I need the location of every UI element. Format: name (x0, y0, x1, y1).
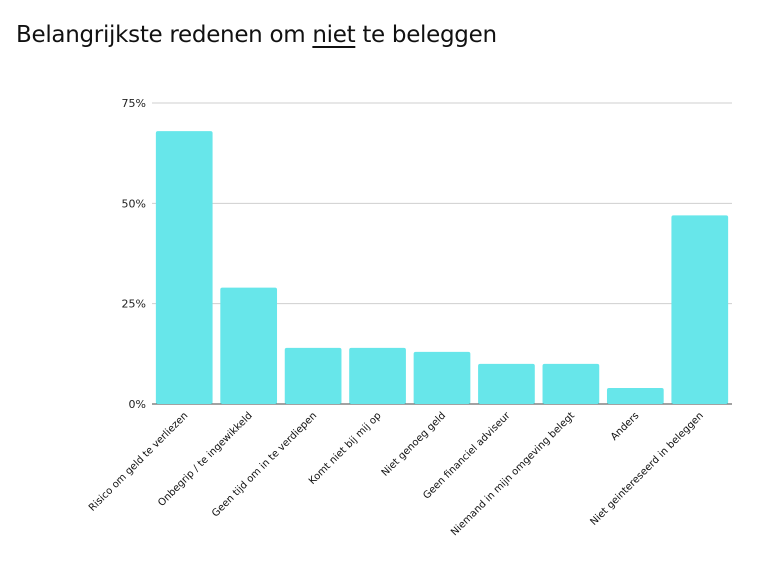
x-tick-label: Niet genoeg geld (380, 410, 448, 478)
bar (220, 287, 278, 404)
bar (413, 351, 471, 404)
bar (478, 363, 535, 404)
bar (349, 347, 406, 404)
y-tick-label: 25% (122, 298, 146, 311)
y-tick-label: 75% (122, 97, 146, 110)
x-tick-label: Niet geintereseerd in beleggen (588, 410, 705, 527)
x-tick-label: Risico om geld te verliezen (87, 410, 190, 513)
y-tick-label: 50% (122, 197, 146, 210)
chart-title: Belangrijkste redenen om niet te belegge… (16, 22, 497, 48)
x-tick-label: Niemand in mijn omgeving belegt (449, 410, 577, 538)
chart-title-underlined: niet (312, 22, 356, 48)
bar (155, 131, 213, 405)
bar (671, 215, 729, 404)
x-tick-label: Geen tijd om in te verdiepen (210, 410, 319, 519)
chart-title-end: te beleggen (355, 22, 497, 48)
bar (606, 387, 664, 404)
chart-title-start: Belangrijkste redenen om (16, 22, 313, 48)
bar (284, 347, 342, 404)
x-tick-label: Anders (609, 410, 642, 443)
x-tick-label: Komt niet bij mij op (307, 410, 384, 487)
y-tick-label: 0% (129, 398, 146, 411)
bar (542, 363, 600, 404)
